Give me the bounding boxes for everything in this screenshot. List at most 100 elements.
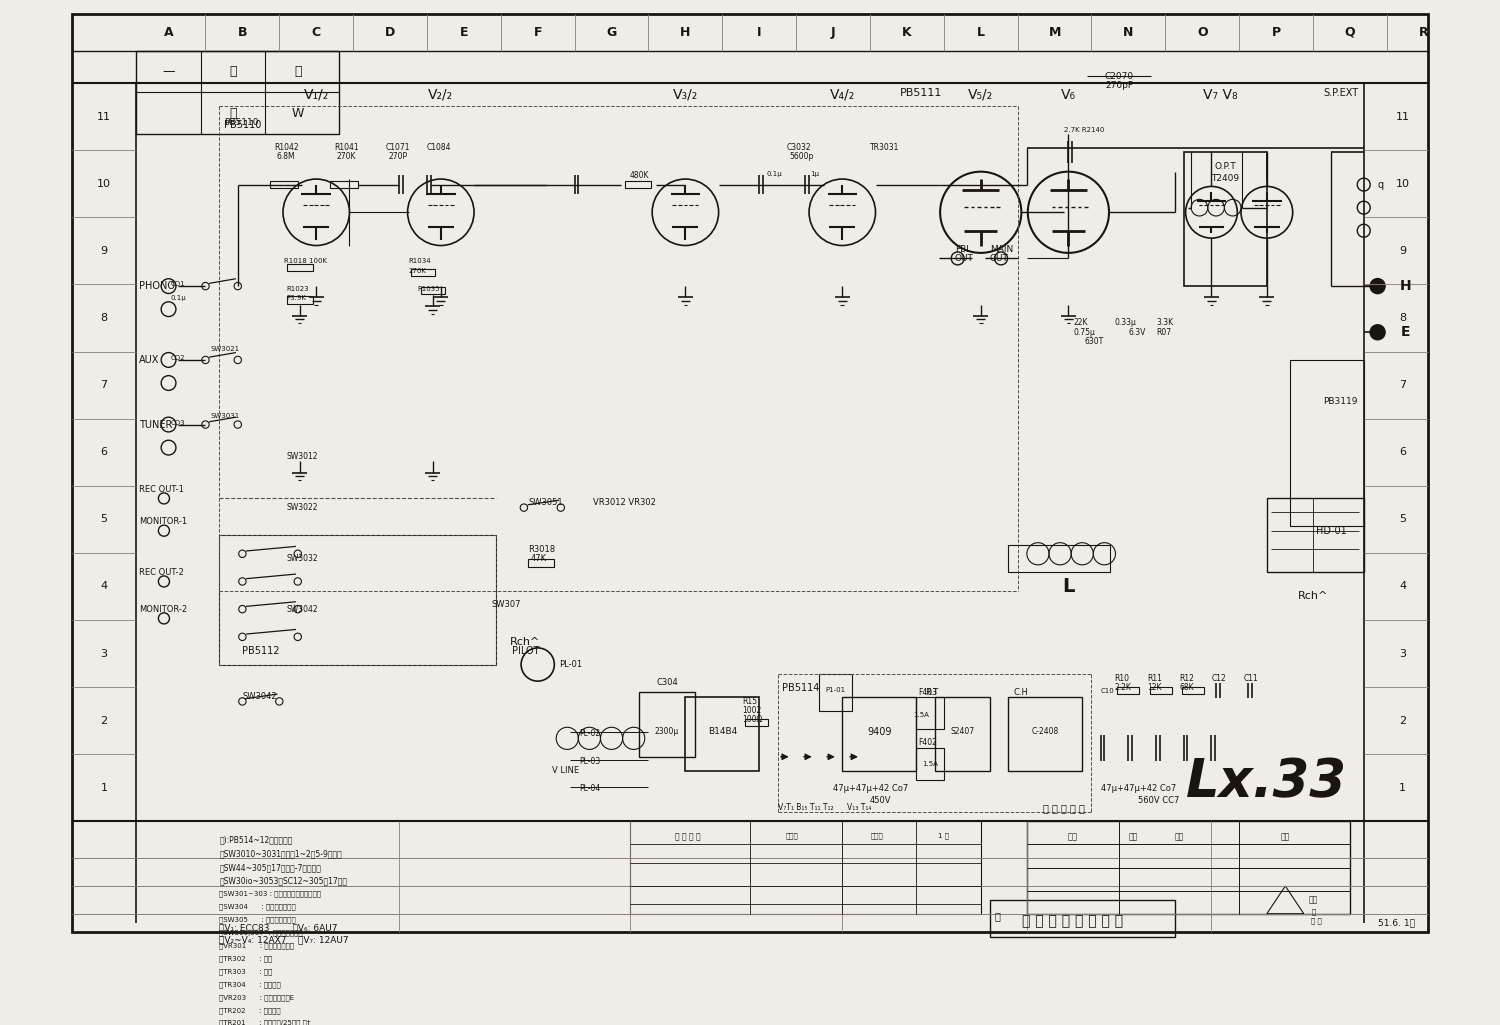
Text: OUT: OUT [990,254,1010,262]
Text: 5: 5 [1400,515,1406,525]
Text: た り: た り [1311,917,1322,925]
Text: Lx.33: Lx.33 [1186,756,1347,809]
Text: 270K: 270K [408,268,426,274]
Text: PB5112: PB5112 [243,646,280,656]
Text: R1018 100K: R1018 100K [284,258,327,264]
Text: G: G [606,26,616,39]
Bar [1118,687,1140,694]
Text: 10: 10 [98,178,111,189]
Bar [270,180,298,189]
Text: 1002: 1002 [742,706,762,715]
Text: V₅/₂: V₅/₂ [968,88,993,101]
Text: V LINE: V LINE [552,766,579,775]
Text: 560V CC7: 560V CC7 [1137,795,1179,805]
Text: R15: R15 [742,697,758,706]
Text: ・SW3010~3031間は分1~2・5-9のフィ: ・SW3010~3031間は分1~2・5-9のフィ [219,849,342,858]
Text: 2: 2 [1400,715,1406,726]
Text: 0.1μ: 0.1μ [766,171,783,176]
Text: V₄/₂: V₄/₂ [830,88,855,101]
Text: PL-04: PL-04 [579,784,600,793]
Text: SW3042: SW3042 [286,605,318,614]
Text: PB5114: PB5114 [783,683,819,693]
Text: 確認: 確認 [1281,832,1290,842]
Text: HD-01: HD-01 [1316,526,1347,536]
Text: 製図: 製図 [1174,832,1184,842]
Text: 字: 字 [230,107,237,120]
Text: 改訂者: 改訂者 [784,832,798,839]
Text: B14B4: B14B4 [708,728,736,736]
Bar [1149,687,1172,694]
Text: F403: F403 [918,688,938,697]
Text: SW3051: SW3051 [528,498,562,507]
Text: PL-03: PL-03 [579,756,600,766]
Text: は: は [1311,908,1316,915]
Text: PB5111: PB5111 [900,88,942,97]
Text: TUNER: TUNER [140,419,172,429]
Bar [1268,498,1364,572]
Text: V₇ V₈: V₇ V₈ [1203,88,1237,101]
Text: M: M [1048,26,1060,39]
Text: C304: C304 [656,679,678,688]
Text: PB5110: PB5110 [224,120,261,130]
Text: H: H [680,26,690,39]
Text: 2.2K: 2.2K [1114,683,1131,692]
Text: L: L [976,26,984,39]
Text: SW3032: SW3032 [286,554,318,563]
Text: 6: 6 [1400,447,1406,457]
Text: 2.7K R2140: 2.7K R2140 [1064,127,1104,133]
Text: ・TR302      : バス: ・TR302 : バス [219,955,273,961]
Text: V₂/₂: V₂/₂ [429,88,453,101]
Text: E: E [459,26,468,39]
Text: ・SW301~303 : ファンクションスイッチ: ・SW301~303 : ファンクションスイッチ [219,891,321,897]
Text: 47K: 47K [531,554,546,563]
Text: VR3012 VR302: VR3012 VR302 [592,498,656,507]
Text: 51.6. 1版: 51.6. 1版 [1377,918,1414,928]
Text: V₁₃ T₁₄: V₁₃ T₁₄ [847,803,871,812]
Text: REC OUT-2: REC OUT-2 [140,568,184,577]
Text: SW3042: SW3042 [243,692,278,701]
Text: V₃/₂: V₃/₂ [674,88,698,101]
Text: C10: C10 [1101,688,1114,694]
Text: R11: R11 [1148,673,1161,683]
Text: E: E [1401,325,1410,339]
Text: ・SW306,307  : モードスイッチ: ・SW306,307 : モードスイッチ [219,930,303,936]
Text: SW3022: SW3022 [286,503,318,512]
Text: CO3: CO3 [171,420,184,426]
Text: 品名: 品名 [1068,832,1078,842]
Text: 270pF: 270pF [1106,81,1132,90]
Text: C1084: C1084 [427,144,451,152]
Text: C2070: C2070 [1104,72,1134,81]
Text: R: R [1419,26,1428,39]
Text: C11: C11 [1244,673,1258,683]
Text: 450V: 450V [870,795,891,805]
Text: R12: R12 [1179,673,1194,683]
Bar [219,535,497,664]
Text: 5600p: 5600p [789,153,814,161]
Bar [136,51,339,134]
Text: V₆: V₆ [1060,88,1076,101]
Text: D: D [386,26,394,39]
Text: C-2408: C-2408 [1032,728,1059,736]
Text: 1.5A: 1.5A [914,712,928,719]
Text: W: W [291,107,304,120]
Text: H: H [1400,279,1411,293]
Bar [626,180,651,189]
Text: F402: F402 [918,738,938,747]
Bar [330,180,358,189]
Text: 7: 7 [100,380,108,391]
Text: 6.8M: 6.8M [276,153,296,161]
Text: SW307: SW307 [492,600,520,609]
Text: ・SW30io~3053とSC12~305は17接続: ・SW30io~3053とSC12~305は17接続 [219,876,348,886]
Text: SW3021: SW3021 [210,346,238,353]
Text: R10: R10 [1114,673,1130,683]
Text: 図: 図 [294,65,302,78]
Text: P1-01: P1-01 [827,688,846,693]
Text: REC OUT-1: REC OUT-1 [140,485,184,494]
Text: S2407: S2407 [950,728,975,736]
Text: ・VR301      : 音量ボリューム: ・VR301 : 音量ボリューム [219,942,294,949]
Bar [630,821,981,913]
Circle shape [1370,325,1384,339]
Text: 字: 字 [230,65,237,78]
Bar [1184,153,1268,286]
Text: FBI: FBI [956,245,969,253]
